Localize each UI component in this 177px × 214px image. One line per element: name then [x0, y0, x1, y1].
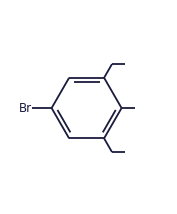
Text: Br: Br — [19, 102, 32, 114]
